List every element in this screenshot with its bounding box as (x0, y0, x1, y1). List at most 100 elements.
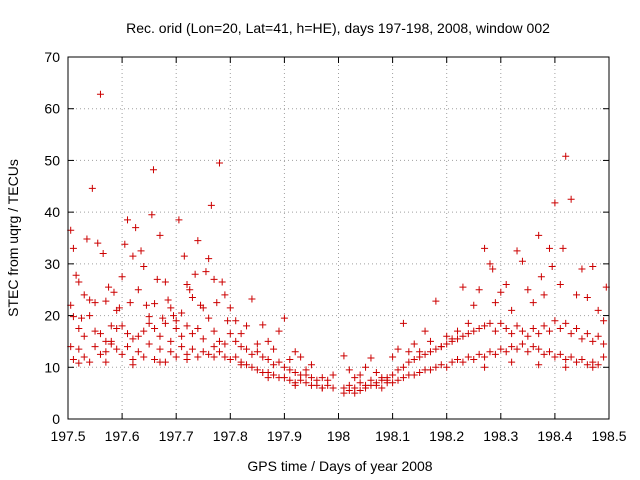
axis-ticks: 197.5 197.6 197.7 197.8 197.9 198 198.1 198.2 19… (44, 49, 626, 444)
data-point-marker (297, 376, 305, 384)
data-point-marker (491, 327, 499, 335)
data-point-marker (140, 327, 148, 335)
x-tick-label: 198.4 (537, 428, 572, 444)
data-point-marker (118, 350, 126, 358)
data-point-marker (329, 384, 337, 392)
data-point-marker (594, 332, 602, 340)
data-point-marker (210, 327, 218, 335)
data-point-marker (194, 353, 202, 361)
data-point-marker (372, 368, 380, 376)
data-point-marker (102, 358, 110, 366)
data-point-marker (556, 350, 564, 358)
data-point-marker (132, 224, 140, 232)
data-point-marker (345, 387, 353, 395)
data-point-marker (421, 350, 429, 358)
data-point-marker (264, 374, 272, 382)
data-point-marker (129, 252, 137, 260)
data-point-marker (94, 239, 102, 247)
data-point-marker (540, 350, 548, 358)
data-point-marker (405, 358, 413, 366)
data-point-marker (313, 381, 321, 389)
data-point-marker (72, 271, 80, 279)
data-point-marker (205, 350, 213, 358)
data-point-marker (454, 335, 462, 343)
data-point-marker (589, 337, 597, 345)
data-point-marker (389, 379, 397, 387)
data-point-marker (489, 265, 497, 273)
y-axis-label: STEC from uqrg / TECUs (5, 159, 21, 317)
data-point-marker (88, 184, 96, 192)
data-point-marker (583, 293, 591, 301)
data-point-marker (540, 291, 548, 299)
data-point-marker (545, 327, 553, 335)
data-point-marker (508, 306, 516, 314)
data-point-marker (491, 299, 499, 307)
data-point-marker (356, 387, 364, 395)
data-point-marker (529, 325, 537, 332)
data-point-marker (226, 356, 234, 364)
data-point-marker (389, 353, 397, 361)
data-point-marker (356, 371, 364, 379)
data-point-marker (124, 216, 132, 224)
data-point-marker (270, 345, 278, 353)
data-point-marker (156, 358, 164, 366)
data-point-marker (75, 325, 83, 332)
data-point-marker (535, 330, 543, 338)
data-point-marker (164, 296, 172, 304)
data-point-marker (567, 195, 575, 203)
data-point-marker (80, 353, 88, 361)
data-point-marker (215, 159, 223, 167)
data-point-marker (221, 291, 229, 299)
data-point-marker (232, 317, 240, 325)
data-point-marker (508, 343, 516, 351)
x-tick-label: 198.2 (429, 428, 464, 444)
data-point-marker (113, 325, 121, 332)
data-point-marker (573, 291, 581, 299)
data-point-marker (156, 231, 164, 239)
data-point-marker (210, 343, 218, 351)
data-point-marker (167, 348, 175, 356)
data-point-marker (454, 327, 462, 335)
data-point-marker (75, 359, 83, 367)
data-point-marker (121, 240, 129, 248)
data-point-marker (470, 301, 478, 309)
data-point-marker (86, 312, 94, 320)
data-point-marker (551, 353, 559, 361)
data-point-marker (151, 356, 159, 364)
data-point-marker (75, 345, 83, 353)
data-point-marker (464, 353, 472, 361)
data-point-marker (237, 343, 245, 351)
data-point-marker (524, 286, 532, 294)
data-point-marker (202, 268, 210, 276)
data-point-marker (191, 270, 199, 278)
data-point-marker (113, 345, 121, 353)
data-point-marker (69, 244, 77, 252)
data-point-marker (475, 325, 483, 332)
data-point-marker (481, 244, 489, 252)
data-point-marker (199, 348, 207, 356)
data-point-marker (594, 361, 602, 369)
data-point-marker (307, 361, 315, 369)
data-point-marker (307, 374, 315, 382)
data-point-marker (105, 283, 113, 291)
data-point-marker (448, 358, 456, 366)
data-point-marker (573, 358, 581, 366)
data-point-marker (226, 304, 234, 312)
data-point-marker (183, 356, 191, 364)
data-point-marker (291, 381, 299, 389)
data-point-marker (486, 260, 494, 268)
x-axis-label: GPS time / Days of year 2008 (247, 458, 432, 474)
data-point-marker (75, 278, 83, 286)
data-point-marker (205, 314, 213, 322)
data-point-marker (583, 330, 591, 338)
data-point-marker (459, 332, 467, 340)
data-point-marker (524, 348, 532, 356)
data-point-marker (545, 244, 553, 252)
data-point-marker (502, 325, 510, 332)
data-point-marker (280, 314, 288, 322)
data-point-marker (129, 361, 137, 369)
data-point-marker (151, 300, 159, 308)
data-point-marker (389, 371, 397, 379)
data-point-marker (513, 322, 521, 330)
